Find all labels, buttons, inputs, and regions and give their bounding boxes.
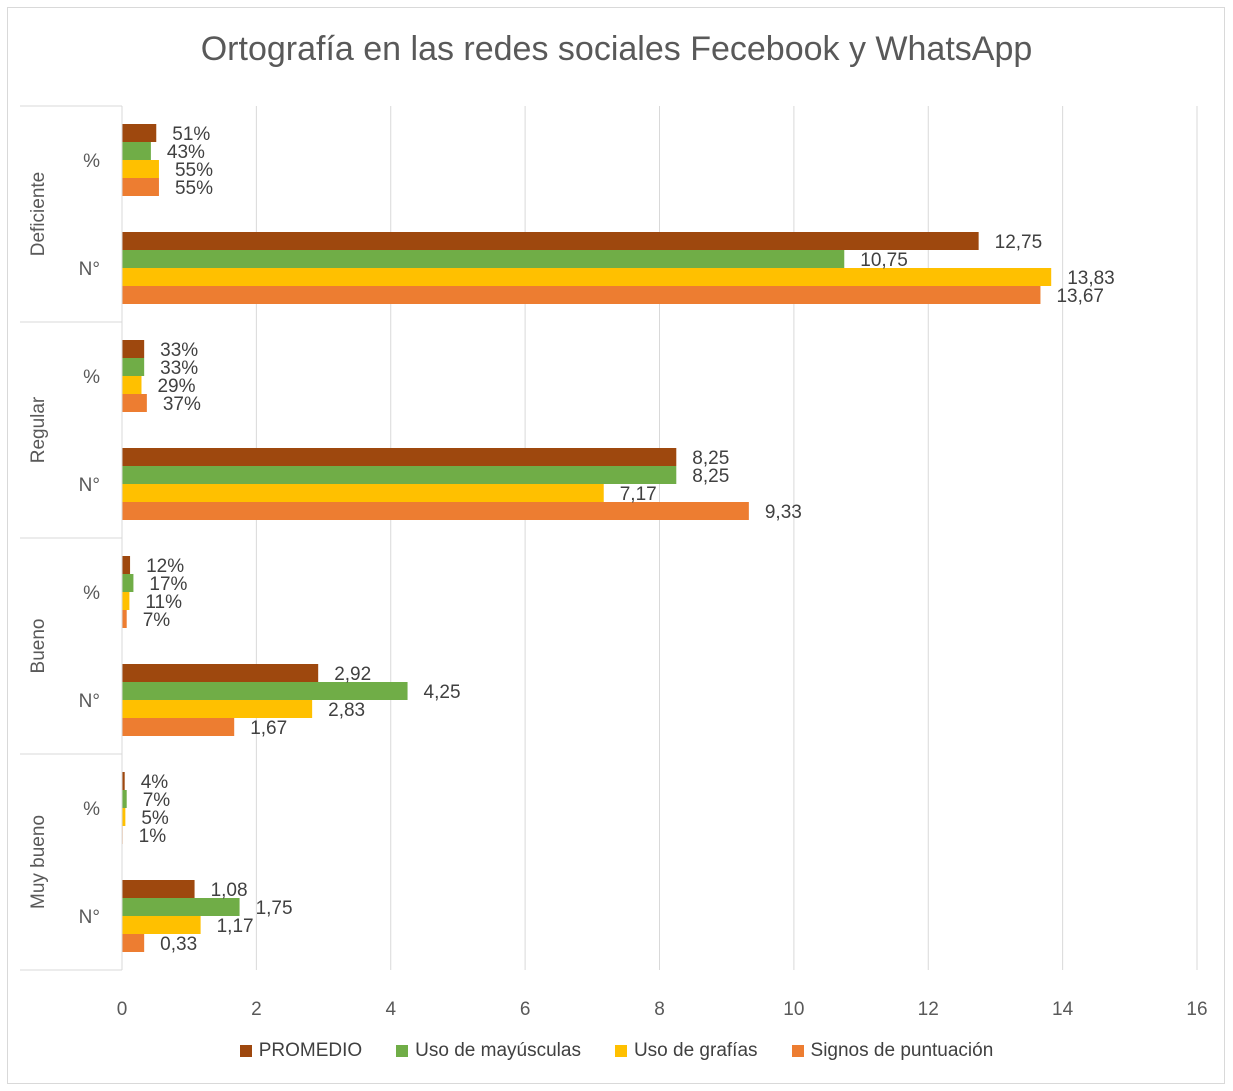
row-label: % (83, 367, 100, 388)
bar (122, 142, 151, 160)
bar (122, 124, 157, 142)
legend-item: PROMEDIO (239, 1040, 363, 1062)
bar (122, 610, 127, 628)
legend-label: Uso de mayúsculas (415, 1040, 581, 1061)
row-label: % (83, 799, 100, 820)
data-label: 17% (149, 574, 187, 595)
data-label: 10,75 (860, 250, 908, 271)
group-label: Muy bueno (28, 815, 49, 909)
bar (122, 574, 134, 592)
bar (122, 790, 127, 808)
bar (122, 898, 240, 916)
data-label: 2,83 (328, 700, 365, 721)
data-label: 29% (157, 376, 195, 397)
data-label: 13,83 (1067, 268, 1115, 289)
bar (122, 916, 201, 934)
bar (122, 250, 845, 268)
row-label: % (83, 583, 100, 604)
data-label: 2,92 (334, 664, 371, 685)
bar (122, 718, 235, 736)
legend-swatch (396, 1045, 409, 1057)
x-tick-label: 14 (1052, 999, 1074, 1020)
group-label: Bueno (28, 619, 49, 674)
x-tick-label: 0 (117, 999, 128, 1020)
legend-swatch (239, 1045, 252, 1057)
x-tick-label: 16 (1186, 999, 1207, 1020)
data-label: 33% (160, 340, 198, 361)
bar (122, 592, 130, 610)
legend-label: PROMEDIO (258, 1040, 363, 1061)
data-label: 9,33 (765, 502, 802, 523)
row-label: % (83, 151, 100, 172)
x-tick-label: 12 (918, 999, 939, 1020)
data-label: 4,25 (424, 682, 461, 703)
bar (122, 466, 677, 484)
bar (122, 232, 979, 250)
data-label: 8,25 (692, 466, 729, 487)
x-tick-label: 6 (520, 999, 531, 1020)
x-tick-label: 4 (385, 999, 396, 1020)
row-label: N° (79, 691, 100, 712)
data-label: 11% (145, 592, 182, 613)
group-label: Regular (28, 396, 49, 463)
data-label: 43% (167, 142, 205, 163)
data-label: 13,67 (1056, 286, 1104, 307)
bar (122, 358, 145, 376)
data-label: 55% (175, 178, 213, 199)
row-label: N° (79, 259, 100, 280)
bar (122, 484, 604, 502)
bar (122, 376, 142, 394)
legend-item: Signos de puntuación (791, 1040, 994, 1062)
data-label: 1,17 (217, 916, 254, 937)
bar (122, 934, 145, 952)
data-label: 1,08 (211, 880, 248, 901)
bar (122, 772, 125, 790)
row-label: N° (79, 475, 100, 496)
bar (122, 340, 145, 358)
data-label: 1,67 (250, 718, 287, 739)
legend-label: Signos de puntuación (810, 1040, 994, 1061)
group-label: Deficiente (28, 172, 49, 257)
bar (122, 880, 195, 898)
legend-swatch (614, 1045, 627, 1057)
x-tick-label: 2 (251, 999, 262, 1020)
bar (122, 268, 1052, 286)
chart-title: Ortografía en las redes sociales Feceboo… (200, 30, 1033, 68)
data-label: 51% (172, 124, 210, 145)
bar (122, 448, 677, 466)
data-label: 37% (163, 394, 201, 415)
legend-label: Uso de grafías (633, 1040, 758, 1061)
bar (122, 808, 126, 826)
bar (122, 556, 131, 574)
data-label: 33% (160, 358, 198, 379)
bar (122, 502, 749, 520)
data-label: 12% (146, 556, 184, 577)
legend-swatch (791, 1045, 804, 1057)
data-label: 7% (143, 790, 171, 811)
data-label: 12,75 (995, 232, 1043, 253)
x-tick-label: 8 (654, 999, 665, 1020)
bar (122, 160, 159, 178)
bar (122, 682, 408, 700)
data-label: 1% (139, 826, 167, 847)
data-label: 0,33 (160, 934, 197, 955)
bar (122, 700, 313, 718)
legend-item: Uso de grafías (614, 1040, 758, 1062)
data-label: 7,17 (620, 484, 657, 505)
legend-item: Uso de mayúsculas (396, 1040, 581, 1062)
data-label: 55% (175, 160, 213, 181)
bar (122, 178, 159, 196)
row-label: N° (79, 907, 100, 928)
bar (122, 394, 147, 412)
bar (122, 286, 1041, 304)
data-label: 1,75 (256, 898, 293, 919)
x-tick-label: 10 (783, 999, 804, 1020)
legend: PROMEDIO Uso de mayúsculas Uso de grafías S… (0, 1040, 1233, 1062)
data-label: 7% (143, 610, 171, 631)
data-label: 4% (141, 772, 169, 793)
data-label: 5% (141, 808, 169, 829)
data-label: 8,25 (692, 448, 729, 469)
bar (122, 664, 319, 682)
